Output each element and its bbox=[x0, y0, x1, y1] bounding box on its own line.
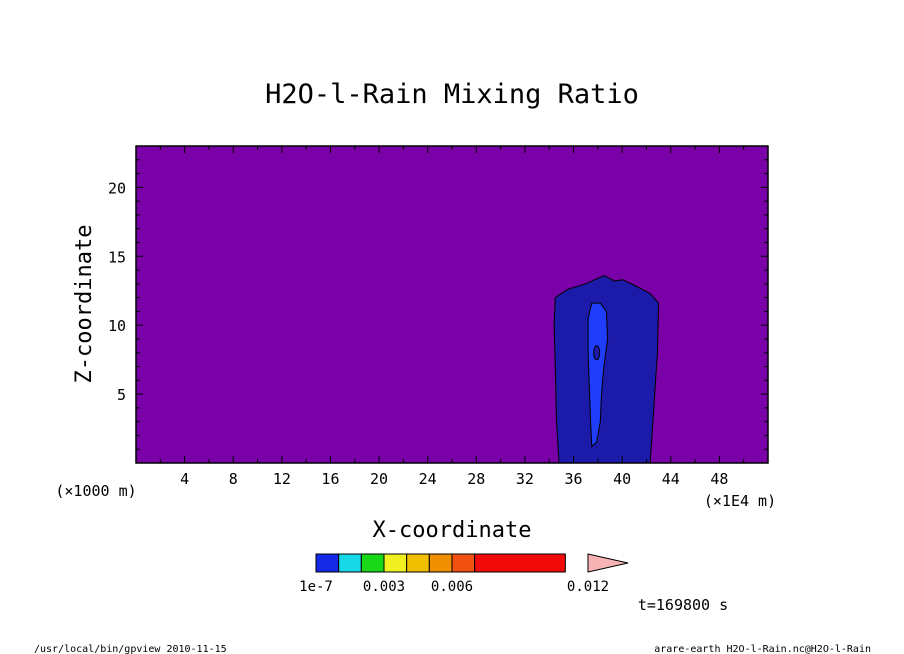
contour-filament bbox=[593, 345, 601, 361]
colorbar-label: 0.003 bbox=[363, 579, 405, 595]
y-axis-ticks: 5 10 15 20 bbox=[108, 159, 768, 450]
colorbar-label: 1e-7 bbox=[299, 579, 333, 595]
y-tick-label: 15 bbox=[108, 248, 126, 266]
footer-right: arare-earth_H2O-l-Rain.nc@H2O-l-Rain bbox=[654, 644, 871, 654]
contour-region-1 bbox=[553, 275, 660, 464]
y-tick-label: 5 bbox=[117, 386, 126, 404]
x-axis-ticks: 4 8 12 16 20 24 28 32 36 40 44 48 bbox=[159, 146, 745, 488]
footer-left: /usr/local/bin/gpview 2010-11-15 bbox=[34, 644, 227, 654]
x-tick-label: 12 bbox=[273, 470, 291, 488]
colorbar-label: 0.012 bbox=[567, 579, 609, 595]
colorbar-box bbox=[451, 553, 476, 573]
colorbar-extension bbox=[587, 553, 629, 573]
y-axis-label: Z-coordinate bbox=[72, 225, 97, 384]
x-tick-label: 32 bbox=[516, 470, 534, 488]
x-tick-label: 8 bbox=[229, 470, 238, 488]
x-tick-label: 24 bbox=[419, 470, 437, 488]
colorbar-box bbox=[315, 553, 340, 573]
colorbar: 1e-7 0.003 0.006 0.012 bbox=[299, 553, 629, 595]
y-tick-label: 10 bbox=[108, 317, 126, 335]
colorbar-label: 0.006 bbox=[431, 579, 473, 595]
y-axis-unit: (×1000 m) bbox=[55, 482, 136, 500]
plot-area bbox=[135, 145, 769, 464]
x-tick-label: 20 bbox=[370, 470, 388, 488]
x-tick-label: 4 bbox=[180, 470, 189, 488]
field-background bbox=[136, 146, 768, 463]
contour-region-2 bbox=[587, 302, 609, 448]
colorbar-box bbox=[406, 553, 430, 573]
x-tick-label: 36 bbox=[565, 470, 583, 488]
colorbar-box bbox=[474, 553, 566, 573]
colorbar-box bbox=[383, 553, 408, 573]
x-tick-label: 16 bbox=[321, 470, 339, 488]
x-tick-label: 48 bbox=[710, 470, 728, 488]
x-tick-label: 40 bbox=[613, 470, 631, 488]
x-tick-label: 28 bbox=[467, 470, 485, 488]
colorbar-box bbox=[360, 553, 385, 573]
x-axis-unit: (×1E4 m) bbox=[704, 492, 776, 510]
colorbar-box bbox=[338, 553, 362, 573]
time-label: t=169800 s bbox=[638, 596, 728, 614]
y-tick-label: 20 bbox=[108, 179, 126, 197]
x-tick-label: 44 bbox=[662, 470, 680, 488]
chart-title: H2O-l-Rain Mixing Ratio bbox=[265, 79, 639, 110]
colorbar-box bbox=[428, 553, 453, 573]
x-axis-label: X-coordinate bbox=[373, 518, 532, 543]
